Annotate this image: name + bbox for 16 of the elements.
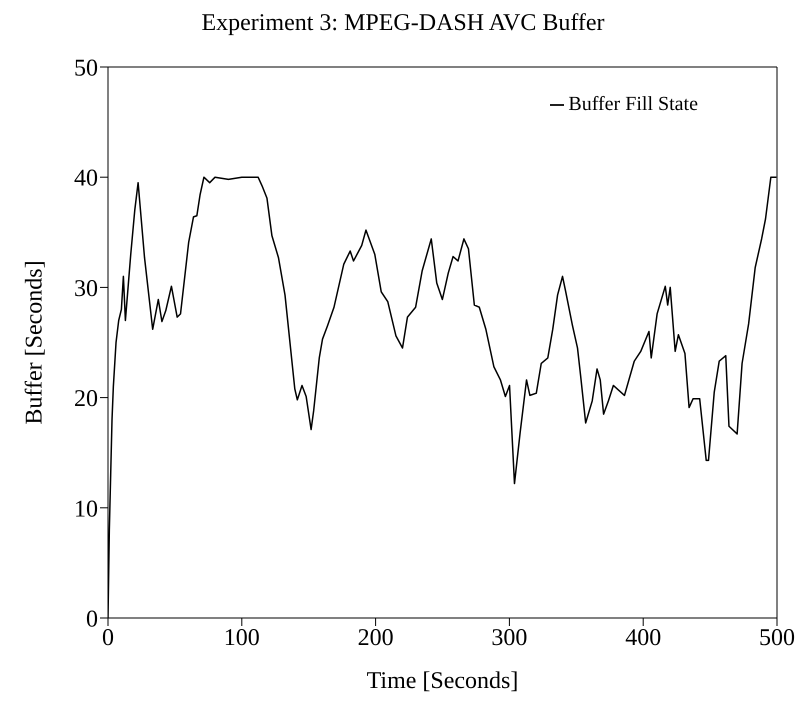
- x-tick-label: 0: [102, 625, 114, 652]
- x-tick-label: 500: [759, 625, 795, 652]
- x-tick-label: 100: [224, 625, 260, 652]
- chart-title: Experiment 3: MPEG-DASH AVC Buffer: [200, 9, 606, 38]
- y-tick-label: 0: [86, 606, 98, 633]
- y-tick-label: 40: [74, 166, 98, 192]
- x-tick-label: 200: [358, 625, 394, 652]
- x-tick-label: 300: [491, 625, 528, 652]
- x-tick-label: 400: [625, 625, 662, 652]
- y-tick-label: 20: [74, 386, 98, 412]
- y-axis-title: Buffer [Seconds]: [22, 260, 48, 425]
- y-tick-label: 10: [74, 496, 98, 522]
- y-tick-label: 50: [74, 56, 98, 82]
- x-axis-title: Time [Seconds]: [366, 668, 518, 694]
- y-tick-label: 30: [74, 276, 98, 302]
- legend-label: Buffer Fill State: [568, 93, 698, 115]
